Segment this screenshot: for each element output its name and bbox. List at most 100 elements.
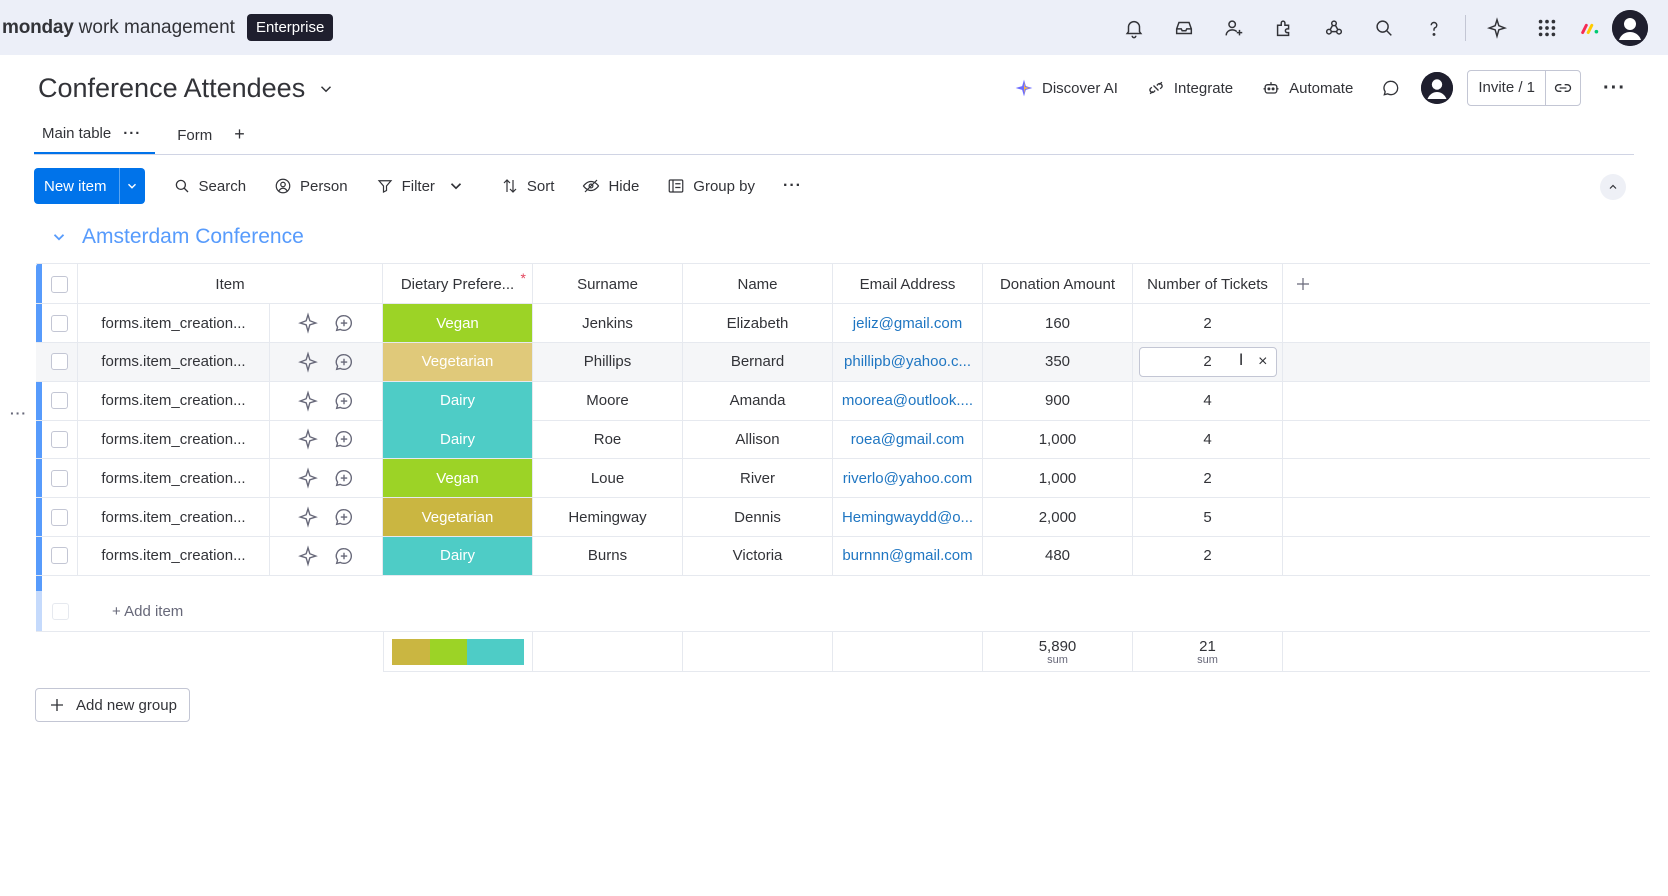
donation-cell[interactable]: 1,000 (983, 459, 1133, 498)
invite-members-icon[interactable] (1209, 8, 1259, 48)
board-title[interactable]: Conference Attendees (38, 73, 306, 103)
tab-options-icon[interactable]: ··· (123, 125, 142, 142)
surname-cell[interactable]: Roe (533, 420, 683, 459)
add-item-row[interactable]: + Add item (36, 591, 1650, 632)
tickets-cell[interactable]: 2 (1133, 304, 1283, 342)
brand-logo[interactable]: monday work management Enterprise (2, 14, 334, 41)
column-header-tickets[interactable]: Number of Tickets (1133, 264, 1283, 304)
column-header-name[interactable]: Name (683, 264, 833, 304)
column-header-dietary[interactable]: Dietary Prefere... * (383, 264, 533, 304)
donation-cell[interactable]: 2,000 (983, 498, 1133, 536)
column-header-item[interactable]: Item (78, 264, 383, 304)
row-checkbox[interactable] (51, 314, 68, 332)
filter-button[interactable]: Filter (376, 177, 473, 195)
ai-sparkle-icon[interactable] (297, 428, 319, 451)
group-header[interactable]: Amsterdam Conference (50, 225, 304, 249)
group-title[interactable]: Amsterdam Conference (82, 225, 304, 248)
table-row[interactable]: forms.item_creation... Vegan Jenkins Elizab… (36, 304, 1650, 343)
sort-button[interactable]: Sort (501, 177, 554, 195)
more-options-icon[interactable]: ··· (1603, 76, 1626, 99)
more-toolbar-options-icon[interactable]: ··· (783, 177, 802, 194)
row-checkbox[interactable] (51, 353, 68, 371)
dietary-status-cell[interactable]: Vegan (383, 459, 533, 498)
surname-cell[interactable]: Loue (533, 459, 683, 498)
ai-sparkle-icon[interactable] (297, 312, 319, 334)
surname-cell[interactable]: Jenkins (533, 304, 683, 342)
group-by-button[interactable]: Group by (667, 177, 755, 195)
apps-icon[interactable] (1259, 8, 1309, 48)
dietary-status-cell[interactable]: Dairy (383, 536, 533, 575)
table-row[interactable]: forms.item_creation... Vegetarian Phillips… (36, 342, 1650, 382)
email-cell[interactable]: Hemingwaydd@o... (833, 498, 983, 536)
donation-cell[interactable]: 1,000 (983, 420, 1133, 459)
dietary-status-cell[interactable]: Vegetarian (383, 498, 533, 536)
tickets-cell[interactable]: 5 (1133, 498, 1283, 536)
row-checkbox[interactable] (51, 508, 68, 526)
collapse-header-button[interactable] (1600, 174, 1626, 200)
invite-button[interactable]: Invite / 1 (1468, 71, 1547, 105)
item-name-cell[interactable]: forms.item_creation... (78, 420, 270, 459)
table-row[interactable]: forms.item_creation... Vegetarian Hemingwa… (36, 498, 1650, 537)
board-title-row[interactable]: Conference Attendees (38, 73, 335, 104)
table-row[interactable]: forms.item_creation... Vegan Loue River rive… (36, 459, 1650, 499)
ai-sparkle-icon[interactable] (297, 351, 319, 373)
ai-sparkle-icon[interactable] (297, 390, 319, 412)
name-cell[interactable]: River (683, 459, 833, 498)
item-name-cell[interactable]: forms.item_creation... (78, 342, 270, 381)
app-switcher-icon[interactable] (1522, 8, 1572, 48)
add-update-icon[interactable] (333, 351, 355, 373)
name-cell[interactable]: Amanda (683, 381, 833, 420)
tickets-cell[interactable]: 2 (1133, 459, 1283, 498)
donation-cell[interactable]: 480 (983, 536, 1133, 575)
ai-sparkle-icon[interactable] (297, 545, 319, 567)
monday-logo-icon[interactable] (1572, 8, 1608, 48)
email-cell[interactable]: moorea@outlook.... (833, 381, 983, 420)
column-header-email[interactable]: Email Address (833, 264, 983, 304)
email-cell[interactable]: burnnn@gmail.com (833, 536, 983, 575)
clear-value-icon[interactable]: × (1258, 352, 1268, 370)
item-name-cell[interactable]: forms.item_creation... (78, 459, 270, 498)
tickets-cell[interactable]: 2 I × (1133, 342, 1283, 381)
surname-cell[interactable]: Phillips (533, 342, 683, 381)
hide-button[interactable]: Hide (582, 177, 639, 195)
donation-sum-cell[interactable]: 5,890 sum (983, 632, 1133, 672)
add-item-input[interactable]: + Add item (112, 602, 184, 620)
tickets-cell[interactable]: 4 (1133, 381, 1283, 420)
row-options-icon[interactable]: ··· (10, 405, 27, 421)
add-new-group-button[interactable]: Add new group (35, 688, 190, 722)
ai-sparkle-icon[interactable] (297, 506, 319, 528)
item-name-cell[interactable]: forms.item_creation... (78, 304, 270, 342)
email-cell[interactable]: jeliz@gmail.com (833, 304, 983, 342)
name-cell[interactable]: Dennis (683, 498, 833, 536)
chevron-down-icon[interactable] (50, 228, 68, 246)
donation-cell[interactable]: 160 (983, 304, 1133, 342)
tickets-cell[interactable]: 2 (1133, 536, 1283, 575)
select-all-checkbox[interactable] (51, 275, 68, 293)
new-item-button[interactable]: New item (34, 168, 145, 204)
dietary-summary-cell[interactable] (383, 632, 533, 672)
add-update-icon[interactable] (333, 506, 355, 528)
table-row[interactable]: forms.item_creation... Dairy Moore Amanda mo… (36, 381, 1650, 421)
user-avatar[interactable] (1612, 9, 1648, 46)
ai-sparkle-icon[interactable] (1472, 8, 1522, 48)
person-filter-button[interactable]: Person (274, 177, 348, 195)
surname-cell[interactable]: Hemingway (533, 498, 683, 536)
email-cell[interactable]: roea@gmail.com (833, 420, 983, 459)
search-icon[interactable] (1359, 8, 1409, 48)
tickets-number-input[interactable]: 2 I × (1138, 346, 1277, 377)
add-update-icon[interactable] (333, 390, 355, 412)
name-cell[interactable]: Elizabeth (683, 304, 833, 342)
search-button[interactable]: Search (173, 177, 246, 195)
integrations-icon[interactable] (1309, 8, 1359, 48)
row-checkbox[interactable] (51, 469, 68, 487)
add-update-icon[interactable] (333, 545, 355, 567)
surname-cell[interactable]: Moore (533, 381, 683, 420)
chevron-down-icon[interactable] (447, 177, 465, 195)
row-checkbox[interactable] (51, 430, 68, 448)
surname-cell[interactable]: Burns (533, 536, 683, 575)
add-update-icon[interactable] (333, 467, 355, 489)
email-cell[interactable]: phillipb@yahoo.c... (833, 342, 983, 381)
dietary-status-cell[interactable]: Vegan (383, 304, 533, 342)
bell-icon[interactable] (1109, 8, 1159, 48)
add-update-icon[interactable] (333, 312, 355, 334)
